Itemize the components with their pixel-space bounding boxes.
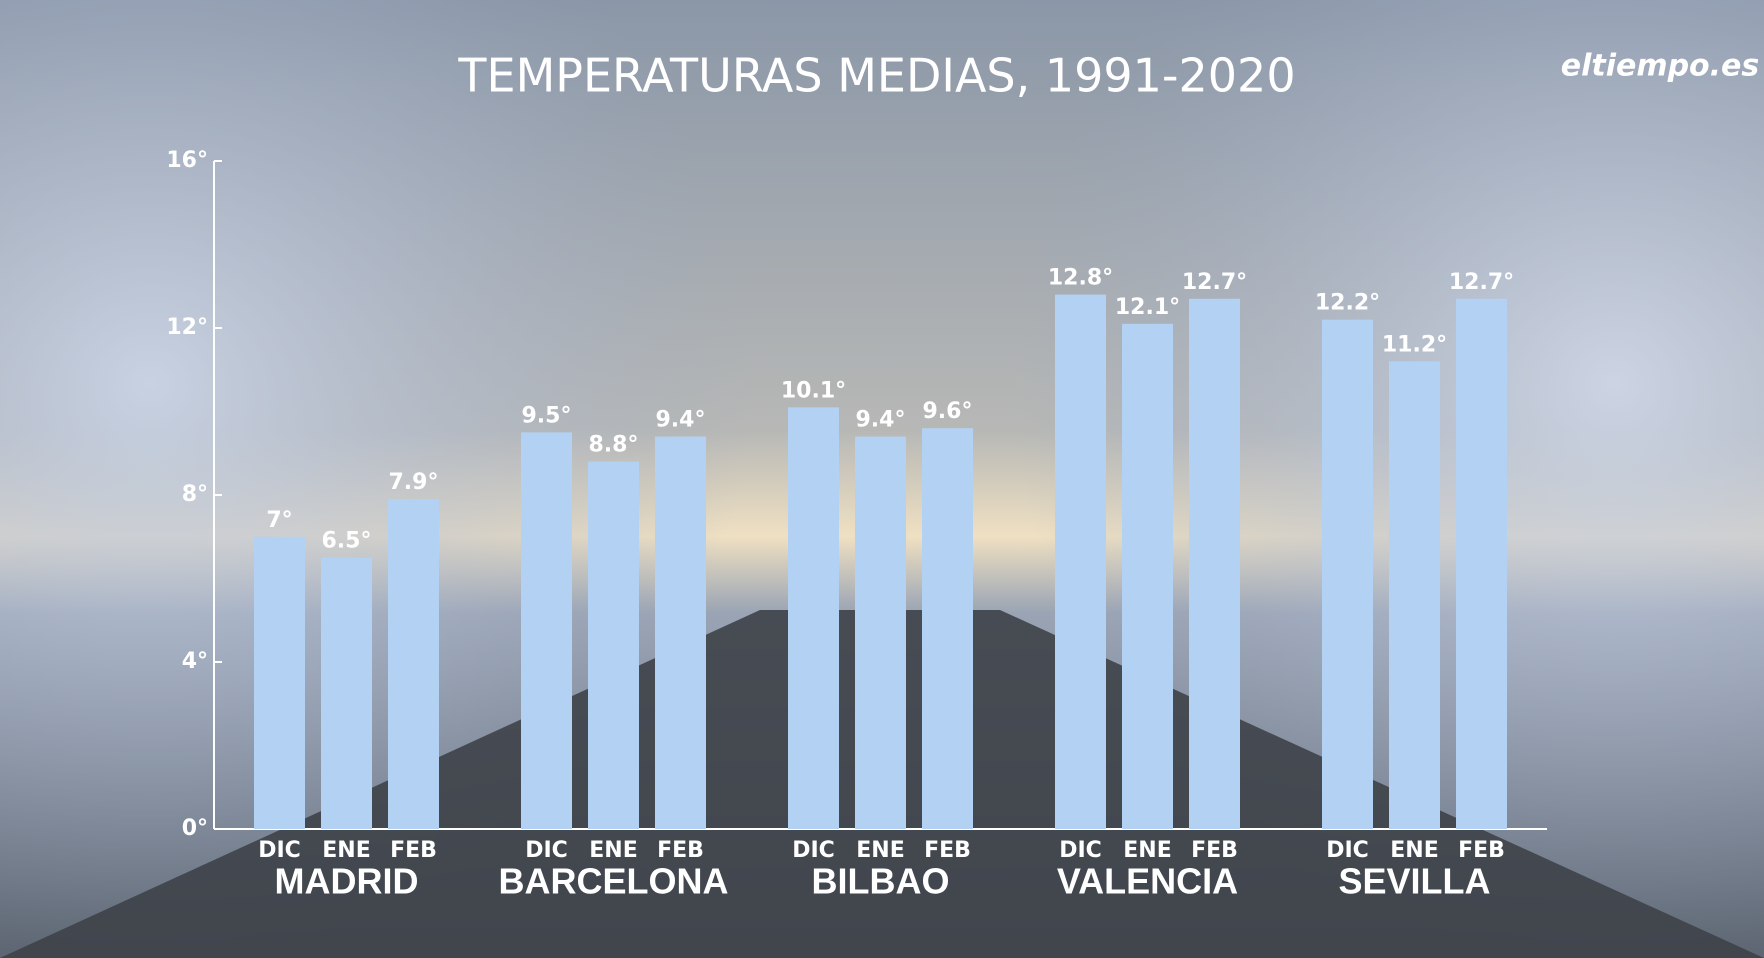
value-label: 9.6° [923,399,973,424]
bar [321,557,372,829]
x-tick-label: ENE [322,838,370,863]
x-tick-label: ENE [1390,838,1438,863]
bar [1055,294,1106,830]
x-tick-label: DIC [1059,838,1102,863]
value-label: 6.5° [322,529,372,554]
x-tick-label: ENE [589,838,637,863]
x-tick-label: FEB [924,838,971,863]
x-tick-label: FEB [1458,838,1505,863]
chart-title: TEMPERATURAS MEDIAS, 1991-2020 [457,49,1295,103]
x-tick-label: FEB [1191,838,1238,863]
y-tick-label: 0° [182,816,208,841]
bar [1122,323,1173,829]
bar [1322,319,1373,829]
x-tick-label: ENE [856,838,904,863]
value-label: 9.4° [656,408,706,433]
value-label: 7° [266,508,292,533]
group-label: BILBAO [812,861,950,902]
value-label: 8.8° [589,433,639,458]
bar [254,536,305,829]
value-label: 12.2° [1315,291,1380,316]
x-tick-label: DIC [792,838,835,863]
value-label: 9.5° [522,403,572,428]
bar [1189,298,1240,829]
bar [521,432,572,829]
bar [588,461,639,829]
group-label: MADRID [275,861,419,902]
value-label: 9.4° [856,408,906,433]
bar [855,436,906,829]
x-tick-label: DIC [258,838,301,863]
y-tick-label: 16° [166,148,208,173]
group-label: SEVILLA [1338,861,1490,902]
value-label: 7.9° [389,470,439,495]
value-label: 12.1° [1115,295,1180,320]
value-label: 11.2° [1382,332,1447,357]
x-tick-label: ENE [1123,838,1171,863]
bar [1389,361,1440,829]
group-label: BARCELONA [499,861,729,902]
value-label: 12.7° [1449,270,1514,295]
bar [788,407,839,829]
value-label: 12.8° [1048,266,1113,291]
value-label: 12.7° [1182,270,1247,295]
x-tick-label: DIC [1326,838,1369,863]
x-tick-label: FEB [657,838,704,863]
bar [655,436,706,829]
group-label: VALENCIA [1057,861,1238,902]
x-tick-label: FEB [390,838,437,863]
bar [388,499,439,829]
y-tick-label: 12° [166,315,208,340]
logo: eltiempo.es [1561,49,1760,84]
y-tick-label: 8° [182,482,208,507]
bar [922,428,973,829]
y-tick-label: 4° [182,649,208,674]
bar [1456,298,1507,829]
value-label: 10.1° [781,378,846,403]
x-tick-label: DIC [525,838,568,863]
